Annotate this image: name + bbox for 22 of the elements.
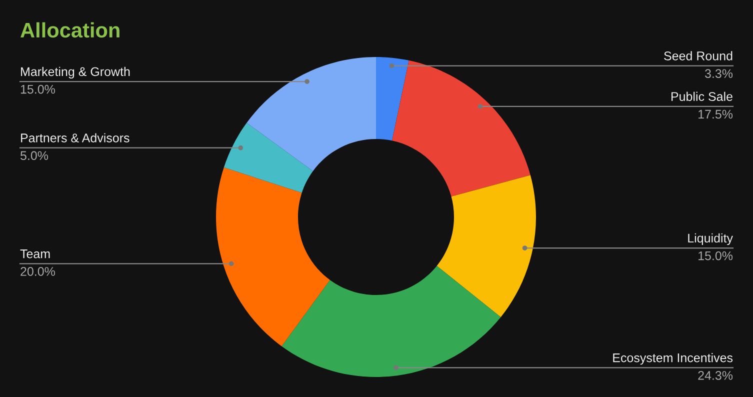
data-label: 17.5%: [698, 110, 733, 119]
slice-label: Seed Round: [664, 51, 732, 60]
donut-slice: [246, 57, 376, 172]
donut-slice: [216, 167, 330, 346]
data-label: 24.3%: [698, 371, 733, 380]
data-label: 15.0%: [20, 84, 55, 94]
slice-label: Liquidity: [688, 233, 733, 246]
donut-slice: [224, 122, 313, 193]
donut-slice: [436, 175, 536, 318]
slice-label: Marketing & Growth: [21, 66, 130, 79]
slice-label: Team: [20, 250, 50, 258]
data-label: 15.0%: [698, 251, 733, 260]
donut-slice: [392, 60, 530, 197]
data-label: 20.0%: [20, 267, 55, 276]
slice-label: Partners & Advisors: [21, 133, 130, 142]
data-label: 3.3%: [704, 69, 733, 78]
donut-slice: [376, 57, 409, 141]
slice-label: Ecosystem Incentives: [613, 353, 733, 365]
donut-slice: [282, 266, 501, 377]
slice-label: Public Sale: [671, 92, 732, 101]
chart-title: Allocation: [20, 22, 120, 38]
data-label: 5.0%: [20, 151, 48, 160]
